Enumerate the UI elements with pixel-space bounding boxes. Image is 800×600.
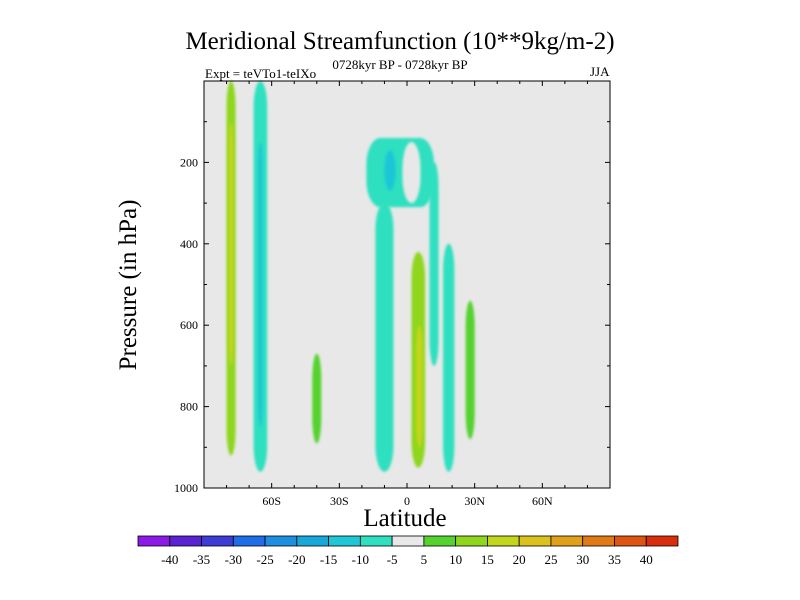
colorbar-label: -5 xyxy=(387,552,398,567)
colorbar-box xyxy=(582,535,615,547)
x-axis-ticks: 60S 30S 0 30N 60N xyxy=(226,81,588,508)
x-tick-label: 30N xyxy=(464,494,485,508)
column-18n-negative xyxy=(443,243,455,472)
colorbar-label: 35 xyxy=(608,552,621,567)
y-axis-ticks: 200 400 600 800 1000 xyxy=(174,121,610,495)
colorbar-box xyxy=(137,535,171,547)
top-20n-negative xyxy=(449,81,457,138)
colorbar-box xyxy=(232,535,266,547)
colorbar-label: -15 xyxy=(320,552,337,567)
colorbar-label: -10 xyxy=(352,552,369,567)
column-27n-positive xyxy=(465,300,475,440)
colorbar-label: 30 xyxy=(576,552,589,567)
x-tick-label: 60S xyxy=(262,494,281,508)
colorbar-box xyxy=(614,535,647,547)
colorbar-label: 20 xyxy=(513,552,526,567)
y-tick-label: 800 xyxy=(180,400,198,414)
column-10n-negative xyxy=(429,162,439,366)
colorbar-box xyxy=(359,535,393,547)
column-42n-negative xyxy=(497,199,507,415)
colorbar-box xyxy=(296,535,329,547)
colorbar-label: -30 xyxy=(225,552,242,567)
band-80s-core xyxy=(228,121,234,366)
y-tick-label: 1000 xyxy=(174,481,198,495)
cell-center-neutral xyxy=(402,142,421,204)
y-tick-label: 600 xyxy=(180,318,198,332)
colorbar-label: 25 xyxy=(544,552,557,567)
x-tick-label: 60N xyxy=(532,494,553,508)
y-tick-label: 200 xyxy=(180,155,198,169)
colorbar-box xyxy=(550,535,584,547)
colorbar-box xyxy=(328,535,361,547)
column-10s-negative xyxy=(375,203,394,472)
colorbar-box xyxy=(201,535,234,547)
band-65s-core xyxy=(258,142,263,427)
colorbar-label: 5 xyxy=(421,552,428,567)
colorbar: -40 -35 -30 -25 -20 -15 -10 -5 5 10 15 20 25 30 35 40 xyxy=(137,535,679,567)
y-tick-label: 400 xyxy=(180,237,198,251)
colorbar-box xyxy=(391,535,425,547)
blob-40s-positive xyxy=(312,353,322,444)
colorbar-label: -20 xyxy=(288,552,305,567)
chart-title: Meridional Streamfunction (10**9kg/m-2) xyxy=(185,28,615,55)
chart-subtitle: 0728kyr BP - 0728kyr BP xyxy=(332,57,468,72)
experiment-label: Expt = teVTo1-teIXo xyxy=(205,66,317,81)
colorbar-label: 15 xyxy=(481,552,494,567)
colorbar-label: 40 xyxy=(640,552,653,567)
colorbar-box xyxy=(264,535,298,547)
cell-10s-core xyxy=(384,150,396,191)
x-tick-label: 0 xyxy=(404,494,410,508)
column-5n-core xyxy=(416,325,423,448)
season-label: JJA xyxy=(590,64,610,79)
colorbar-label: -35 xyxy=(193,552,210,567)
colorbar-box xyxy=(455,535,488,547)
colorbar-box xyxy=(487,535,520,547)
colorbar-label: -40 xyxy=(161,552,178,567)
x-tick-label: 30S xyxy=(330,494,349,508)
colorbar-box xyxy=(423,535,457,547)
colorbar-box xyxy=(518,535,552,547)
colorbar-box xyxy=(169,535,202,547)
x-axis-label: Latitude xyxy=(363,505,447,532)
cell-10s-negative-upper xyxy=(366,137,435,208)
contour-features xyxy=(226,81,507,472)
colorbar-label: -25 xyxy=(256,552,273,567)
colorbar-label: 10 xyxy=(449,552,462,567)
colorbar-box xyxy=(645,535,679,547)
